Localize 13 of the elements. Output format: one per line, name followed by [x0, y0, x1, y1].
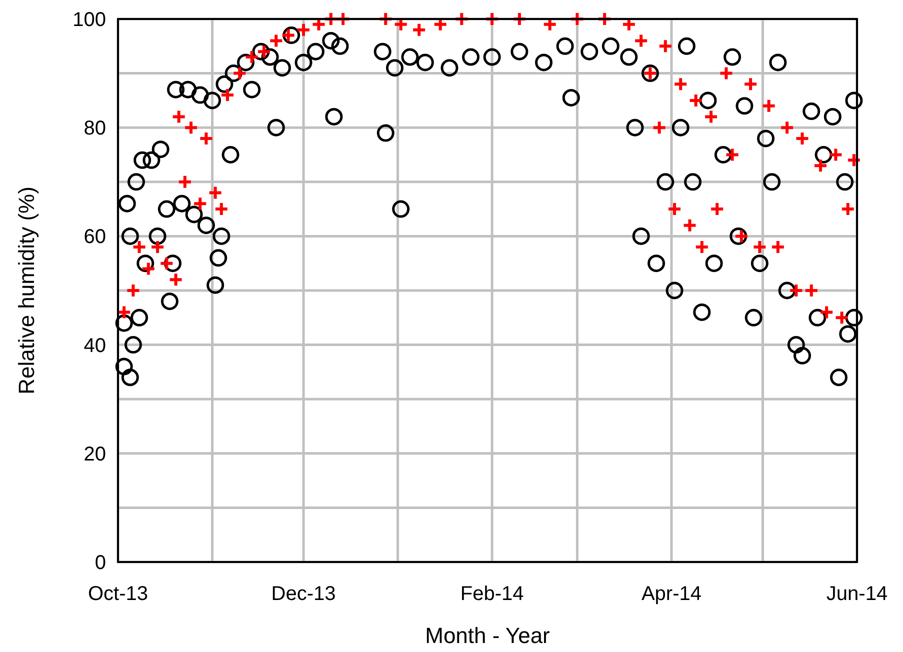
x-tick-label: Apr-14: [641, 583, 702, 605]
y-tick-label: 0: [94, 552, 106, 574]
y-axis-title: Relative humidity (%): [14, 186, 39, 394]
x-tick-label: Jun-14: [826, 583, 888, 605]
y-tick-label: 80: [84, 118, 106, 140]
x-axis-title: Month - Year: [425, 623, 550, 648]
y-tick-label: 20: [84, 443, 106, 466]
x-tick-label: Oct-13: [88, 583, 148, 605]
y-tick-label: 40: [84, 334, 106, 357]
x-tick-label: Feb-14: [460, 583, 524, 605]
y-tick-label: 100: [72, 9, 106, 31]
y-tick-label: 60: [84, 226, 106, 248]
x-tick-label: Dec-13: [271, 583, 336, 605]
